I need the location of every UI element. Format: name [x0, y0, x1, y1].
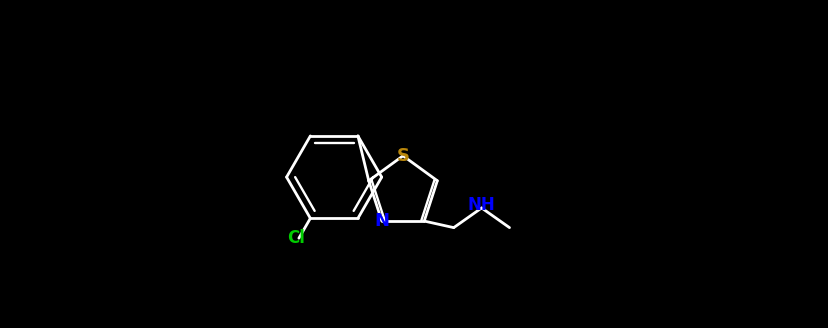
Text: S: S [396, 147, 409, 165]
Text: Cl: Cl [286, 229, 304, 247]
Text: N: N [374, 212, 389, 230]
Text: NH: NH [467, 196, 495, 214]
